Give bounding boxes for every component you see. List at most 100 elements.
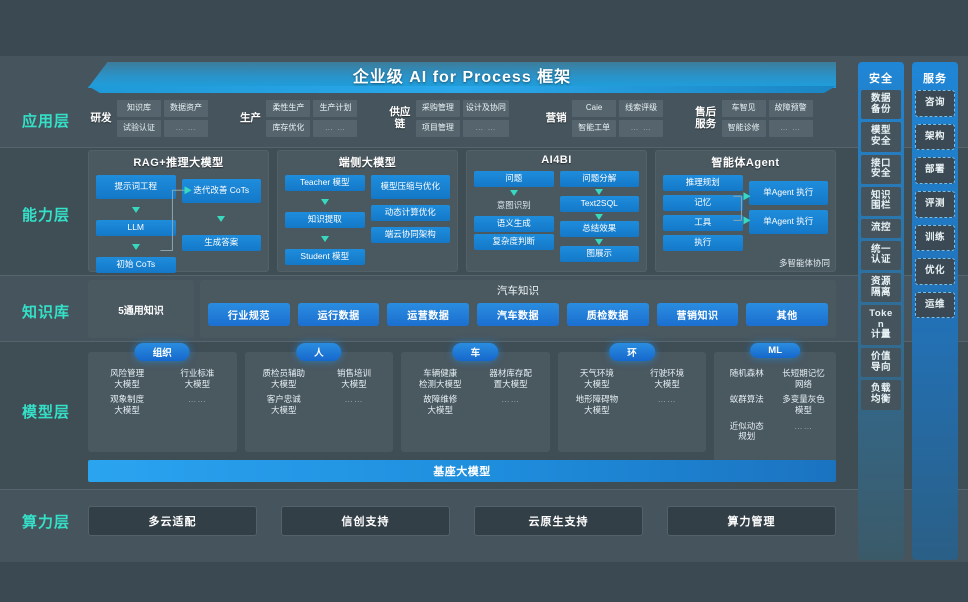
app-cell[interactable]: 数据资产 xyxy=(164,99,208,117)
service-item[interactable]: 运维 xyxy=(915,291,955,319)
app-cell-more[interactable]: … … xyxy=(462,119,509,137)
model-cell[interactable]: 随机森林 xyxy=(729,368,764,378)
model-card-environment[interactable]: 环 天气环境 大模型 行驶环境 大模型 地形障碍物 大模型 …… xyxy=(557,343,707,452)
model-cell[interactable]: 行业标准 大模型 xyxy=(180,368,215,389)
chip[interactable]: 动态计算优化 xyxy=(370,205,450,221)
app-cell[interactable]: 柔性生产 xyxy=(266,99,311,117)
chip[interactable]: 记忆 xyxy=(663,195,743,211)
model-cell-more[interactable]: …… xyxy=(794,420,814,431)
chip[interactable]: 图展示 xyxy=(559,246,639,262)
chip[interactable]: 生成答案 xyxy=(181,235,261,251)
chip[interactable]: 工具 xyxy=(663,215,743,231)
app-cell[interactable]: 设计及协同 xyxy=(462,99,509,117)
app-cell-more[interactable]: … … xyxy=(313,119,358,137)
chip[interactable]: 迭代改善 CoTs xyxy=(181,179,261,203)
chip[interactable]: 单Agent 执行 xyxy=(748,181,828,205)
app-cell[interactable]: Caie xyxy=(572,99,617,117)
app-cell[interactable]: 采购管理 xyxy=(415,99,460,117)
security-item[interactable]: Toke n 计量 xyxy=(861,305,901,345)
chip[interactable]: 执行 xyxy=(663,235,743,251)
base-model-bar[interactable]: 基座大模型 xyxy=(88,460,836,482)
model-cell[interactable]: 质检员辅助 大模型 xyxy=(262,368,305,389)
model-card-vehicle[interactable]: 车 车辆健康 检测大模型 器材库存配 置大模型 故障维修 大模型 …… xyxy=(401,343,550,452)
security-item[interactable]: 负载 均衡 xyxy=(861,380,901,410)
chip[interactable]: 单Agent 执行 xyxy=(748,210,828,234)
app-cell-more[interactable]: … … xyxy=(164,119,208,137)
chip[interactable]: 问题 xyxy=(474,171,554,187)
security-item[interactable]: 模型 安全 xyxy=(861,122,901,152)
model-cell-more[interactable]: …… xyxy=(344,394,364,405)
compute-button-xinchuang[interactable]: 信创支持 xyxy=(281,506,450,536)
knowledge-tag[interactable]: 汽车数据 xyxy=(477,303,559,326)
model-cell[interactable]: 行驶环境 大模型 xyxy=(650,368,685,389)
app-cell-more[interactable]: … … xyxy=(768,119,813,137)
security-item[interactable]: 数据 备份 xyxy=(861,90,901,120)
model-card-organization[interactable]: 组织 风险管理 大模型 行业标准 大模型 观象制度 大模型 …… xyxy=(88,343,237,452)
app-cell[interactable]: 线索评级 xyxy=(619,99,664,117)
compute-button-multicloud[interactable]: 多云适配 xyxy=(88,506,257,536)
app-group-after-sales[interactable]: 售后服务 车智见 智能诊修 故障预警 … … xyxy=(693,96,836,140)
chip[interactable]: 复杂度判断 xyxy=(474,234,554,250)
model-cell[interactable]: 地形障碍物 大模型 xyxy=(575,394,619,415)
chip[interactable]: Student 模型 xyxy=(285,249,365,265)
knowledge-tag[interactable]: 质检数据 xyxy=(566,303,649,326)
knowledge-general-card[interactable]: 5通用知识 xyxy=(88,280,194,338)
model-cell[interactable]: 器材库存配 置大模型 xyxy=(489,368,532,389)
knowledge-tag[interactable]: 行业规范 xyxy=(208,303,290,326)
chip[interactable]: 语义生成 xyxy=(474,216,554,232)
security-item[interactable]: 资源 隔离 xyxy=(861,272,901,303)
chip[interactable]: LLM xyxy=(96,220,176,236)
compute-button-cloudnative[interactable]: 云原生支持 xyxy=(474,506,643,536)
model-cell-more[interactable]: …… xyxy=(657,394,677,405)
knowledge-tag[interactable]: 运行数据 xyxy=(297,303,380,326)
capability-card-edge[interactable]: 端侧大模型 Teacher 模型 知识提取 Student 模型 模型压缩与优化… xyxy=(277,150,458,272)
chip[interactable]: 推理规划 xyxy=(663,175,743,191)
model-cell[interactable]: 客户忠诚 大模型 xyxy=(266,394,301,415)
model-cell[interactable]: 长短期记忆 网络 xyxy=(782,368,825,389)
capability-card-rag[interactable]: RAG+推理大模型 提示词工程 LLM 初始 CoTs 迭代改善 CoTs 生成… xyxy=(88,150,269,273)
capability-card-agent[interactable]: 智能体Agent 推理规划 记忆 工具 执行 单Agent 执行 单Agent … xyxy=(655,150,836,272)
chip[interactable]: 模型压缩与优化 xyxy=(370,175,450,199)
app-cell-more[interactable]: … … xyxy=(619,119,664,137)
chip[interactable]: 意图识别 xyxy=(496,200,531,211)
chip[interactable]: 知识提取 xyxy=(285,212,365,228)
service-item[interactable]: 部署 xyxy=(915,157,955,184)
app-cell[interactable]: 库存优化 xyxy=(266,119,311,137)
chip[interactable]: Teacher 模型 xyxy=(285,175,365,191)
security-item[interactable]: 价值 导向 xyxy=(861,348,901,378)
model-cell[interactable]: 车辆健康 检测大模型 xyxy=(419,368,462,389)
model-cell[interactable]: 近似动态 规划 xyxy=(729,420,764,442)
knowledge-tag[interactable]: 其他 xyxy=(746,303,829,326)
capability-card-ai4bi[interactable]: AI4BI 问题 意图识别 语义生成 复杂度判断 问题分解 Text2SQL 总… xyxy=(466,150,647,272)
app-cell[interactable]: 生产计划 xyxy=(313,99,358,117)
chip[interactable]: 总结效果 xyxy=(559,221,639,237)
chip[interactable]: 问题分解 xyxy=(559,171,639,187)
service-item[interactable]: 咨询 xyxy=(915,90,955,117)
knowledge-tag[interactable]: 营销知识 xyxy=(656,303,739,326)
app-group-production[interactable]: 生产 柔性生产 库存优化 生产计划 … … xyxy=(237,96,380,140)
security-item[interactable]: 接口 安全 xyxy=(861,154,901,184)
model-cell-more[interactable]: …… xyxy=(501,394,521,405)
model-cell[interactable]: 风险管理 大模型 xyxy=(110,368,145,389)
model-cell[interactable]: 故障维修 大模型 xyxy=(423,394,458,415)
compute-button-resource-mgmt[interactable]: 算力管理 xyxy=(667,506,836,536)
app-group-rd[interactable]: 研发 知识库 试验认证 数据资产 … … xyxy=(88,96,231,140)
model-cell[interactable]: 观象制度 大模型 xyxy=(110,394,145,415)
service-item[interactable]: 架构 xyxy=(915,123,955,151)
model-cell-more[interactable]: …… xyxy=(187,394,207,405)
model-cell[interactable]: 天气环境 大模型 xyxy=(579,368,614,389)
service-item[interactable]: 优化 xyxy=(915,258,955,285)
model-card-people[interactable]: 人 质检员辅助 大模型 销售培训 大模型 客户忠诚 大模型 …… xyxy=(244,343,394,452)
app-cell[interactable]: 车智见 xyxy=(721,99,766,117)
security-item[interactable]: 流控 xyxy=(861,219,901,238)
chip[interactable]: 端云协同架构 xyxy=(370,227,450,243)
model-cell[interactable]: 多变量灰色 模型 xyxy=(782,394,825,415)
app-group-supply-chain[interactable]: 供应链 采购管理 项目管理 设计及协同 … … xyxy=(387,96,537,140)
security-item[interactable]: 统一 认证 xyxy=(861,240,901,270)
chip[interactable]: Text2SQL xyxy=(559,196,639,212)
chip[interactable]: 初始 CoTs xyxy=(96,257,176,273)
app-group-marketing[interactable]: 营销 Caie 智能工单 线索评级 … … xyxy=(543,96,686,140)
service-item[interactable]: 训练 xyxy=(915,224,955,252)
app-cell[interactable]: 故障预警 xyxy=(768,99,813,117)
knowledge-tag[interactable]: 运营数据 xyxy=(387,303,470,326)
